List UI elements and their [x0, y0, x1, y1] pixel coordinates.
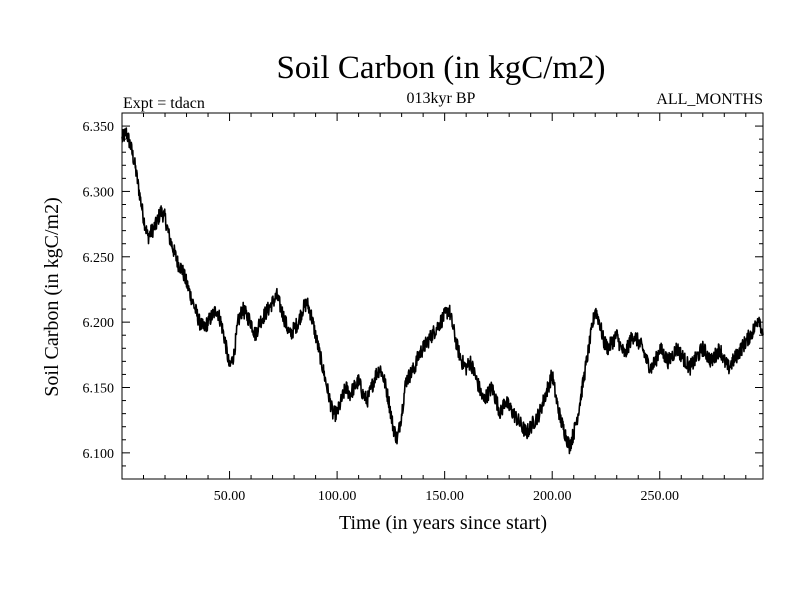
y-tick-label: 6.100	[83, 447, 115, 462]
y-tick-label: 6.250	[83, 251, 115, 266]
plot-frame	[121, 112, 764, 480]
x-tick-label: 100.00	[318, 489, 357, 504]
expt-label: Expt = tdacn	[123, 95, 205, 112]
chart-title: Soil Carbon (in kgC/m2)	[276, 50, 605, 86]
series-line	[121, 127, 764, 455]
series-layer	[121, 127, 764, 455]
y-tick-label: 6.200	[83, 316, 115, 331]
y-tick-label: 6.300	[83, 185, 115, 200]
x-axis-label: Time (in years since start)	[339, 512, 547, 534]
x-tick-label: 200.00	[533, 489, 572, 504]
x-tick-label: 50.00	[214, 489, 246, 504]
x-tick-label: 150.00	[425, 489, 464, 504]
y-axis-label: Soil Carbon (in kgC/m2)	[41, 197, 63, 396]
axes: 50.00 100.00 150.00 200.00 250.00 6.100 6.150 6…	[83, 112, 764, 504]
chart-subtitle: 013kyr BP	[407, 90, 476, 107]
x-tick-label: 250.00	[641, 489, 680, 504]
months-label: ALL_MONTHS	[656, 91, 763, 108]
y-tick-label: 6.150	[83, 382, 115, 397]
y-tick-label: 6.350	[83, 120, 115, 135]
